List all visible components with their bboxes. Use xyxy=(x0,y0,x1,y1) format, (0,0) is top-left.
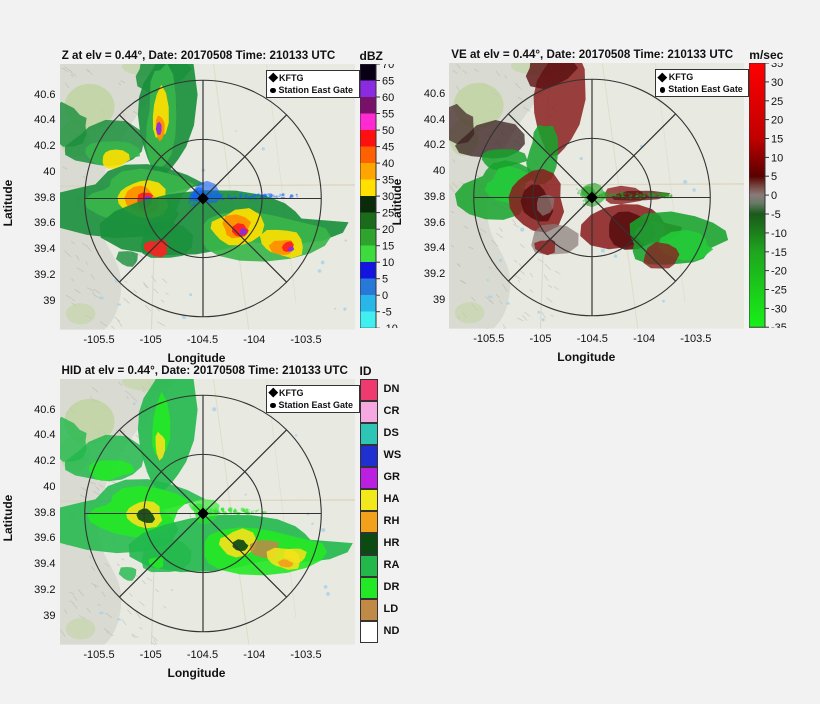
svg-text:-10: -10 xyxy=(382,323,398,328)
svg-text:-5: -5 xyxy=(382,307,392,319)
svg-text:60: 60 xyxy=(382,92,394,104)
svg-text:15: 15 xyxy=(771,134,783,146)
svg-text:30: 30 xyxy=(771,77,783,89)
svg-text:-35: -35 xyxy=(771,323,787,328)
svg-text:55: 55 xyxy=(382,109,394,121)
svg-text:20: 20 xyxy=(771,115,783,127)
svg-text:25: 25 xyxy=(771,96,783,108)
svg-text:-5: -5 xyxy=(771,209,781,221)
svg-text:-25: -25 xyxy=(771,285,787,297)
svg-text:5: 5 xyxy=(382,274,388,286)
svg-text:0: 0 xyxy=(382,290,388,302)
svg-text:70: 70 xyxy=(382,64,394,71)
svg-text:5: 5 xyxy=(771,172,777,184)
svg-text:10: 10 xyxy=(771,153,783,165)
svg-text:-20: -20 xyxy=(771,266,787,278)
svg-text:-30: -30 xyxy=(771,304,787,316)
svg-text:-15: -15 xyxy=(771,247,787,259)
svg-text:65: 65 xyxy=(382,76,394,88)
svg-text:0: 0 xyxy=(771,190,777,202)
svg-text:35: 35 xyxy=(771,63,783,70)
svg-text:-10: -10 xyxy=(771,228,787,240)
